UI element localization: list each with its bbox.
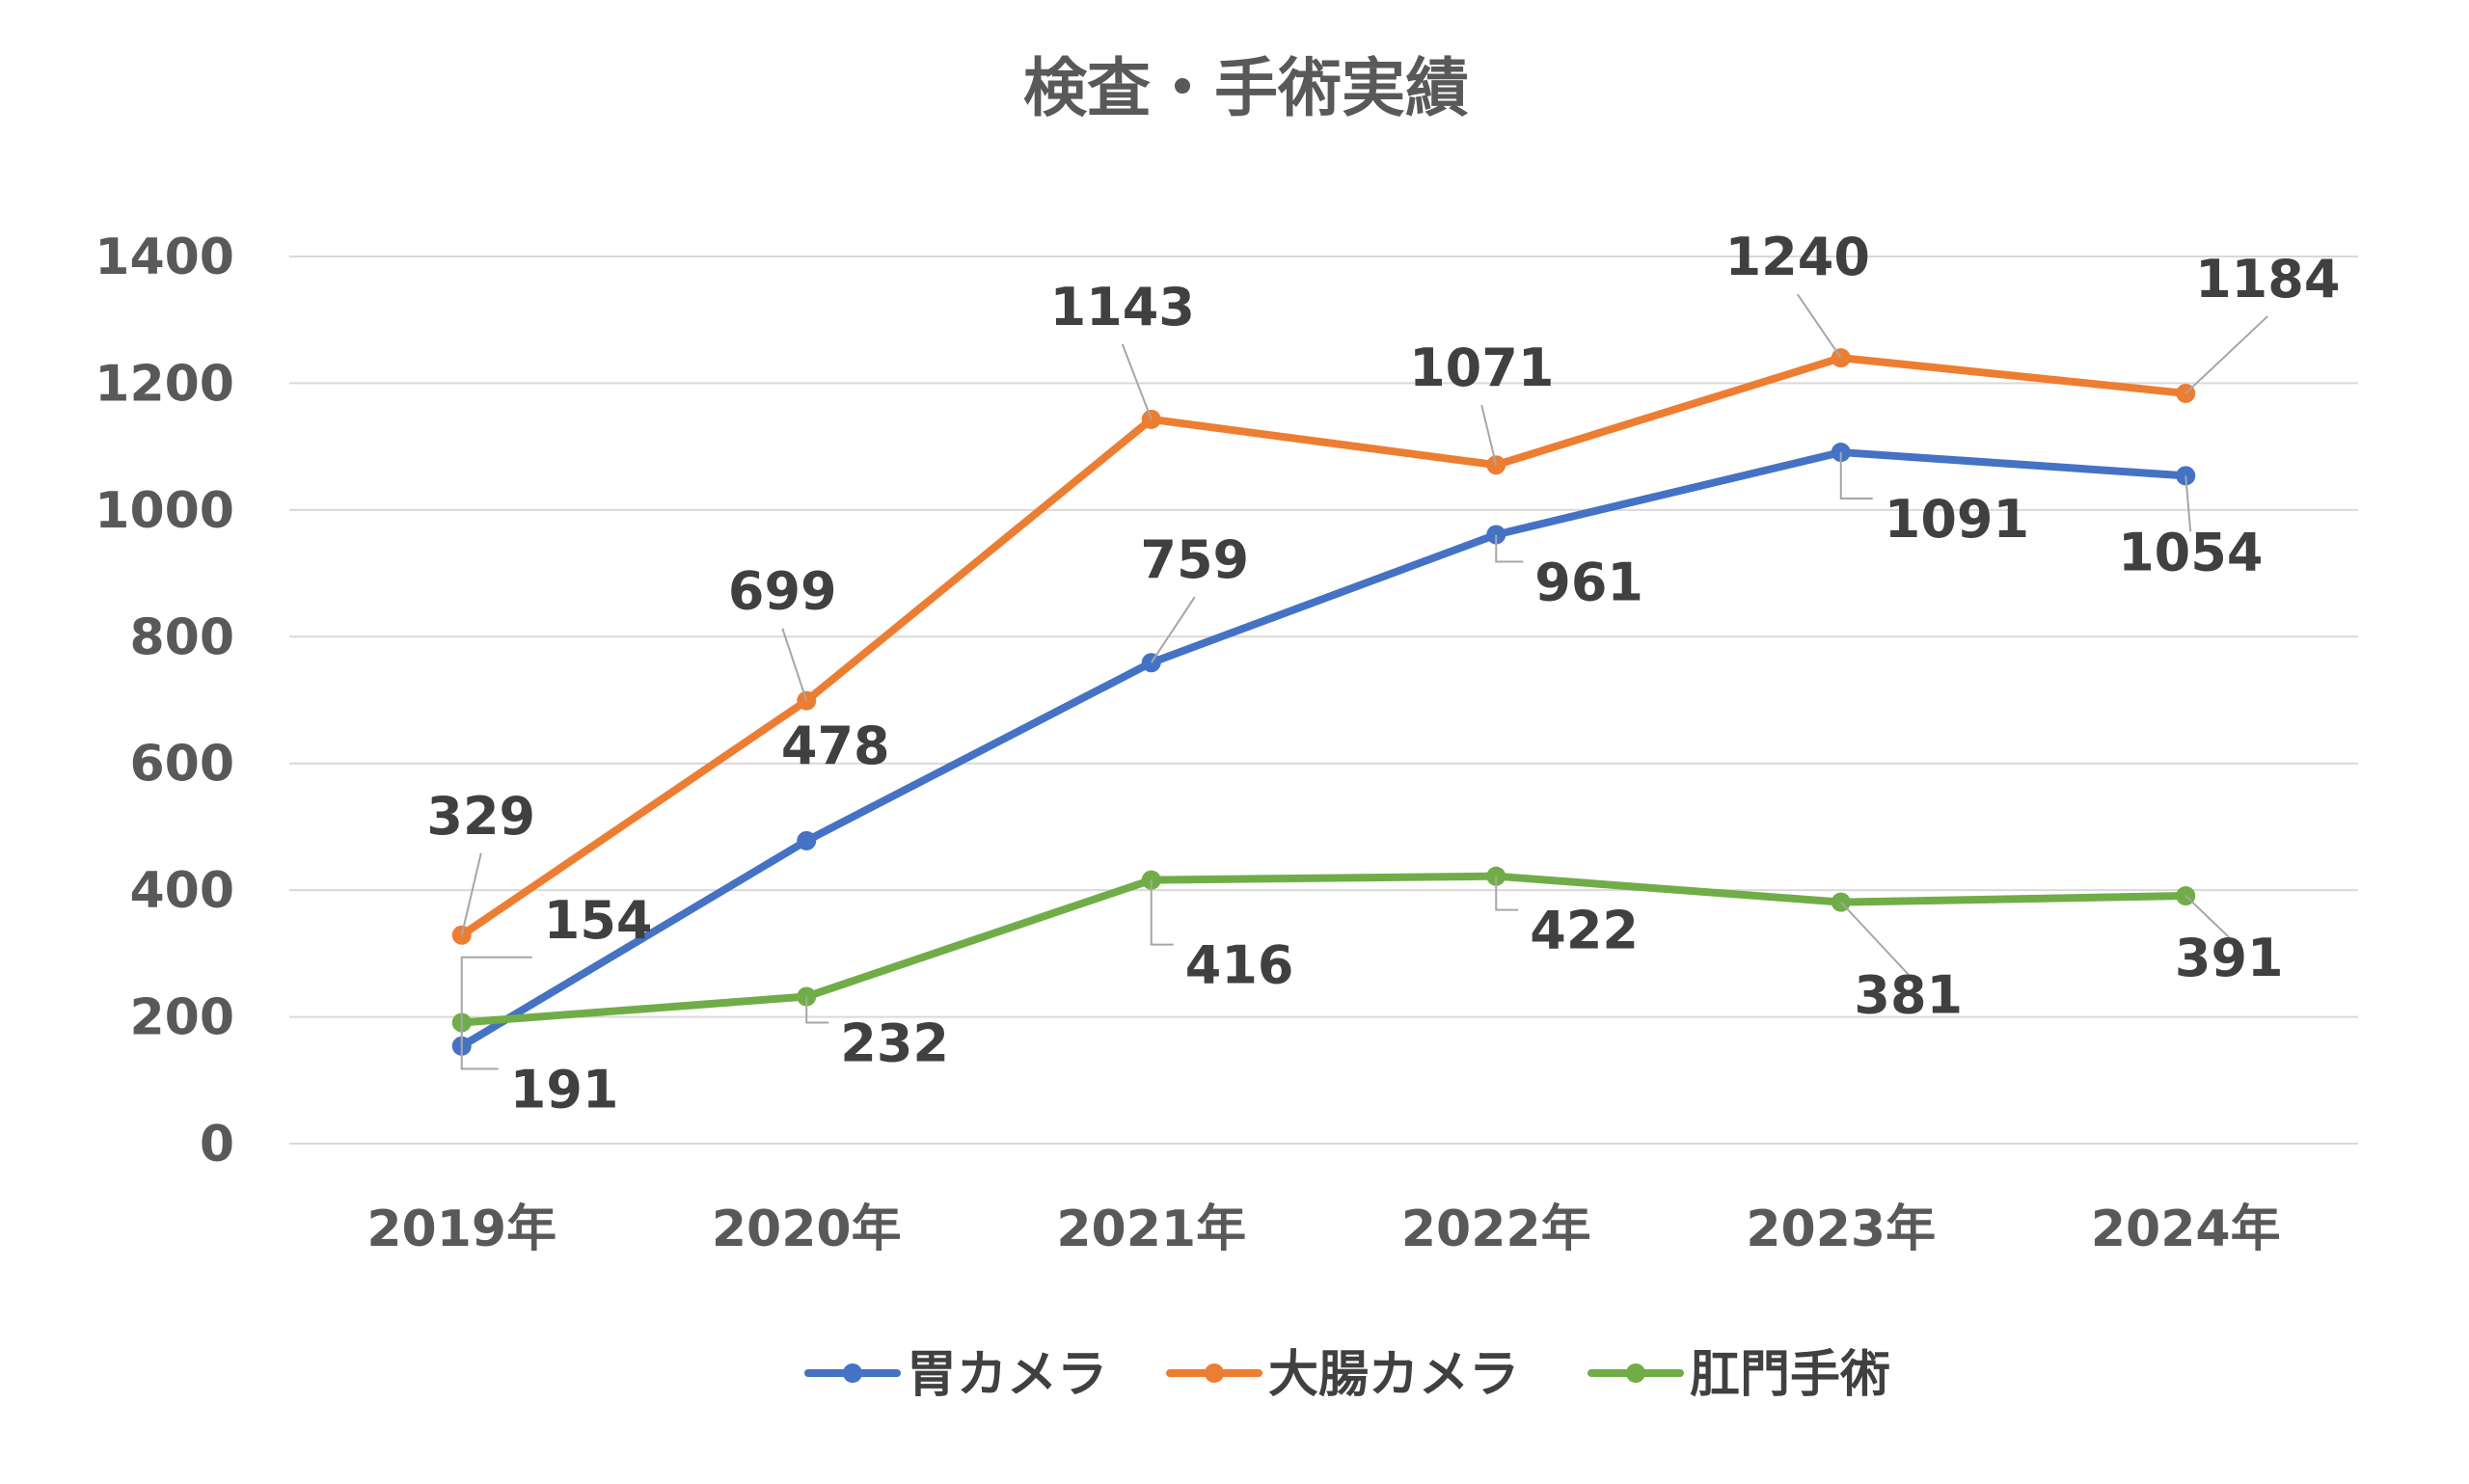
data-label: 478 xyxy=(781,715,890,776)
label-leader-line xyxy=(1150,596,1196,663)
label-leader-lines xyxy=(460,293,2268,1070)
legend-marker xyxy=(1205,1363,1224,1383)
series-line xyxy=(457,354,2190,939)
label-leader-line xyxy=(1840,901,1910,976)
y-tick-label: 200 xyxy=(129,989,234,1047)
data-labels: 154 478 759 961 1091 1054 329 699 1143 1071 1240 11… xyxy=(426,227,2340,1120)
y-tick-label: 0 xyxy=(200,1116,234,1174)
label-leader-line xyxy=(2184,895,2230,938)
data-label: 1240 xyxy=(1725,227,1870,287)
label-leader-line xyxy=(1150,879,1174,946)
data-label: 699 xyxy=(728,561,837,622)
data-label: 329 xyxy=(426,786,535,847)
data-label: 422 xyxy=(1530,901,1639,961)
data-label: 416 xyxy=(1185,935,1294,996)
series-line xyxy=(457,448,2190,1050)
label-leader-line xyxy=(1839,452,1873,500)
series-line xyxy=(457,872,2190,1027)
legend-label: 胃カメラ xyxy=(907,1346,1107,1404)
legend-marker xyxy=(843,1363,862,1383)
y-tick-label: 800 xyxy=(129,608,234,666)
data-label: 1071 xyxy=(1409,337,1554,398)
x-tick-label: 2023年 xyxy=(1746,1201,1936,1258)
label-leader-line xyxy=(805,996,829,1024)
label-leader-line xyxy=(1495,534,1524,563)
label-leader-line xyxy=(1495,876,1519,911)
data-label: 154 xyxy=(544,890,653,951)
data-label: 961 xyxy=(1534,552,1643,612)
legend-marker xyxy=(1626,1363,1645,1383)
x-axis: 2019年 2020年 2021年 2022年 2023年 2024年 xyxy=(366,1201,2280,1258)
y-tick-label: 1400 xyxy=(95,229,234,286)
data-label: 391 xyxy=(2175,928,2284,988)
data-label: 232 xyxy=(840,1013,949,1074)
label-leader-line xyxy=(1796,293,1842,359)
series-lines xyxy=(451,348,2196,1056)
x-tick-label: 2024年 xyxy=(2091,1201,2281,1258)
data-label: 1091 xyxy=(1885,489,2029,550)
x-tick-label: 2019年 xyxy=(366,1201,556,1258)
y-tick-label: 1000 xyxy=(95,482,234,540)
label-leader-line xyxy=(460,956,532,1046)
x-tick-label: 2021年 xyxy=(1056,1201,1246,1258)
x-tick-label: 2020年 xyxy=(712,1201,902,1258)
data-label: 191 xyxy=(510,1059,619,1120)
data-label: 759 xyxy=(1140,529,1249,590)
legend-label: 肛門手術 xyxy=(1690,1346,1890,1404)
data-label: 1143 xyxy=(1050,277,1195,337)
y-tick-label: 400 xyxy=(129,862,234,920)
y-tick-label: 600 xyxy=(129,736,234,794)
y-axis: 0 200 400 600 800 1000 1200 1400 xyxy=(95,229,234,1174)
legend: 胃カメラ 大腸カメラ 肛門手術 xyxy=(804,1346,1890,1404)
x-tick-label: 2022年 xyxy=(1401,1201,1591,1258)
y-tick-label: 1200 xyxy=(95,355,234,413)
label-leader-line xyxy=(2184,315,2268,394)
chart-title: 検査・手術実績 xyxy=(1023,51,1469,125)
data-label: 1054 xyxy=(2118,522,2263,582)
label-leader-line xyxy=(2184,475,2192,532)
data-label: 1184 xyxy=(2195,249,2340,310)
label-leader-line xyxy=(460,852,482,936)
legend-label: 大腸カメラ xyxy=(1268,1346,1519,1404)
gridlines xyxy=(289,256,2358,1145)
label-leader-line xyxy=(1480,404,1498,466)
data-point xyxy=(797,830,817,850)
label-leader-line xyxy=(460,1022,499,1070)
label-leader-line xyxy=(781,628,808,701)
label-leader-line xyxy=(1121,343,1153,420)
data-label: 381 xyxy=(1854,965,1963,1026)
